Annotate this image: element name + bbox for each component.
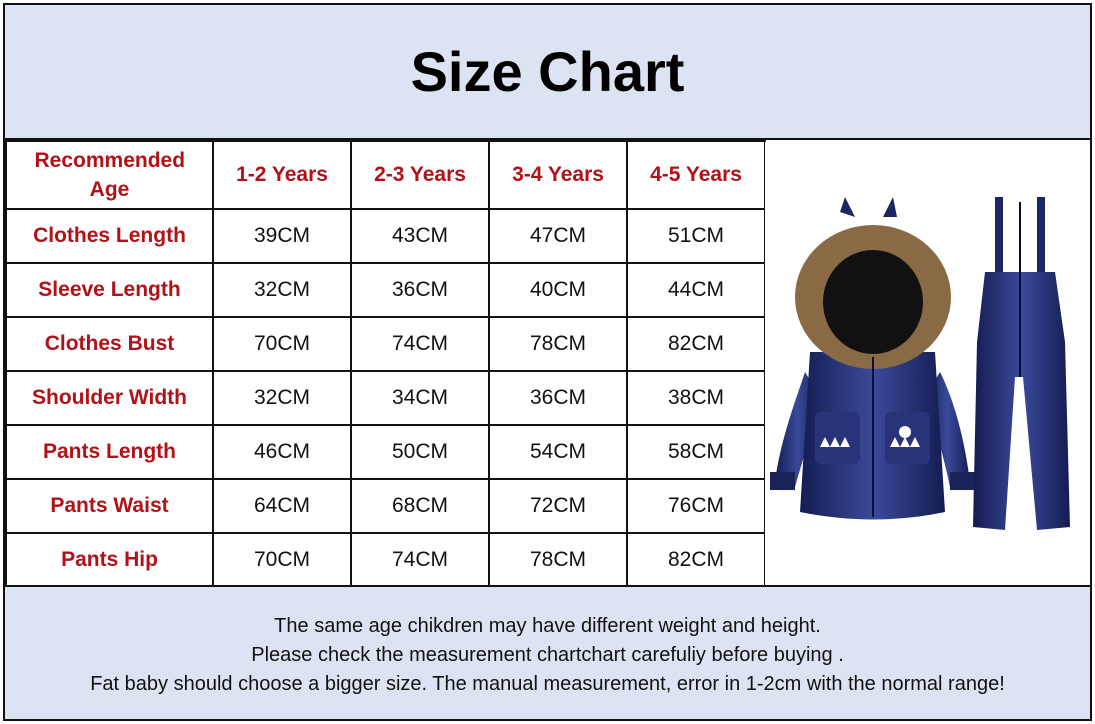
jacket-and-overalls-illustration bbox=[770, 197, 1070, 530]
size-table: Recommended Age 1-2 Years 2-3 Years 3-4 … bbox=[5, 140, 766, 588]
measurement-cell: 78CM bbox=[488, 532, 628, 588]
corner-label: Recommended Age bbox=[5, 140, 214, 210]
page-title: Size Chart bbox=[410, 40, 685, 103]
table-header-row: Recommended Age 1-2 Years 2-3 Years 3-4 … bbox=[5, 140, 766, 210]
column-header: 1-2 Years bbox=[212, 140, 352, 210]
note-line: The same age chikdren may have different… bbox=[274, 615, 821, 637]
row-label: Clothes Length bbox=[5, 208, 214, 264]
table-row: Shoulder Width 32CM 34CM 36CM 38CM bbox=[5, 370, 766, 426]
product-image bbox=[765, 142, 1090, 587]
measurement-cell: 38CM bbox=[626, 370, 766, 426]
measurement-cell: 34CM bbox=[350, 370, 490, 426]
measurement-cell: 64CM bbox=[212, 478, 352, 534]
table-row: Pants Hip 70CM 74CM 78CM 82CM bbox=[5, 532, 766, 588]
measurement-cell: 54CM bbox=[488, 424, 628, 480]
measurement-cell: 43CM bbox=[350, 208, 490, 264]
measurement-cell: 74CM bbox=[350, 532, 490, 588]
row-label: Pants Hip bbox=[5, 532, 214, 588]
measurement-cell: 36CM bbox=[488, 370, 628, 426]
measurement-cell: 82CM bbox=[626, 532, 766, 588]
row-label: Clothes Bust bbox=[5, 316, 214, 372]
measurement-cell: 72CM bbox=[488, 478, 628, 534]
note-line: Please check the measurement chartchart … bbox=[251, 644, 844, 666]
measurement-cell: 46CM bbox=[212, 424, 352, 480]
measurement-cell: 78CM bbox=[488, 316, 628, 372]
measurement-cell: 44CM bbox=[626, 262, 766, 318]
measurement-cell: 36CM bbox=[350, 262, 490, 318]
measurement-cell: 32CM bbox=[212, 262, 352, 318]
measurement-cell: 39CM bbox=[212, 208, 352, 264]
measurement-cell: 68CM bbox=[350, 478, 490, 534]
measurement-cell: 70CM bbox=[212, 532, 352, 588]
overalls bbox=[973, 197, 1070, 530]
table-row: Clothes Bust 70CM 74CM 78CM 82CM bbox=[5, 316, 766, 372]
column-header: 4-5 Years bbox=[626, 140, 766, 210]
measurement-cell: 40CM bbox=[488, 262, 628, 318]
jacket bbox=[770, 197, 975, 520]
table-row: Pants Length 46CM 50CM 54CM 58CM bbox=[5, 424, 766, 480]
column-header: 2-3 Years bbox=[350, 140, 490, 210]
corner-label-text: Recommended Age bbox=[34, 149, 186, 201]
table-row: Clothes Length 39CM 43CM 47CM 51CM bbox=[5, 208, 766, 264]
row-label: Sleeve Length bbox=[5, 262, 214, 318]
measurement-cell: 82CM bbox=[626, 316, 766, 372]
measurement-cell: 70CM bbox=[212, 316, 352, 372]
measurement-cell: 58CM bbox=[626, 424, 766, 480]
note-line: Fat baby should choose a bigger size. Th… bbox=[90, 673, 1005, 695]
row-label: Shoulder Width bbox=[5, 370, 214, 426]
column-header: 3-4 Years bbox=[488, 140, 628, 210]
notes-band: The same age chikdren may have different… bbox=[5, 585, 1090, 719]
measurement-cell: 51CM bbox=[626, 208, 766, 264]
measurement-cell: 76CM bbox=[626, 478, 766, 534]
table-row: Sleeve Length 32CM 36CM 40CM 44CM bbox=[5, 262, 766, 318]
row-label: Pants Waist bbox=[5, 478, 214, 534]
measurement-cell: 47CM bbox=[488, 208, 628, 264]
title-band: Size Chart bbox=[5, 5, 1090, 140]
size-chart: Size Chart Recommended Age 1-2 Years 2-3… bbox=[3, 3, 1092, 721]
row-label: Pants Length bbox=[5, 424, 214, 480]
measurement-cell: 32CM bbox=[212, 370, 352, 426]
measurement-cell: 74CM bbox=[350, 316, 490, 372]
table-row: Pants Waist 64CM 68CM 72CM 76CM bbox=[5, 478, 766, 534]
measurement-cell: 50CM bbox=[350, 424, 490, 480]
